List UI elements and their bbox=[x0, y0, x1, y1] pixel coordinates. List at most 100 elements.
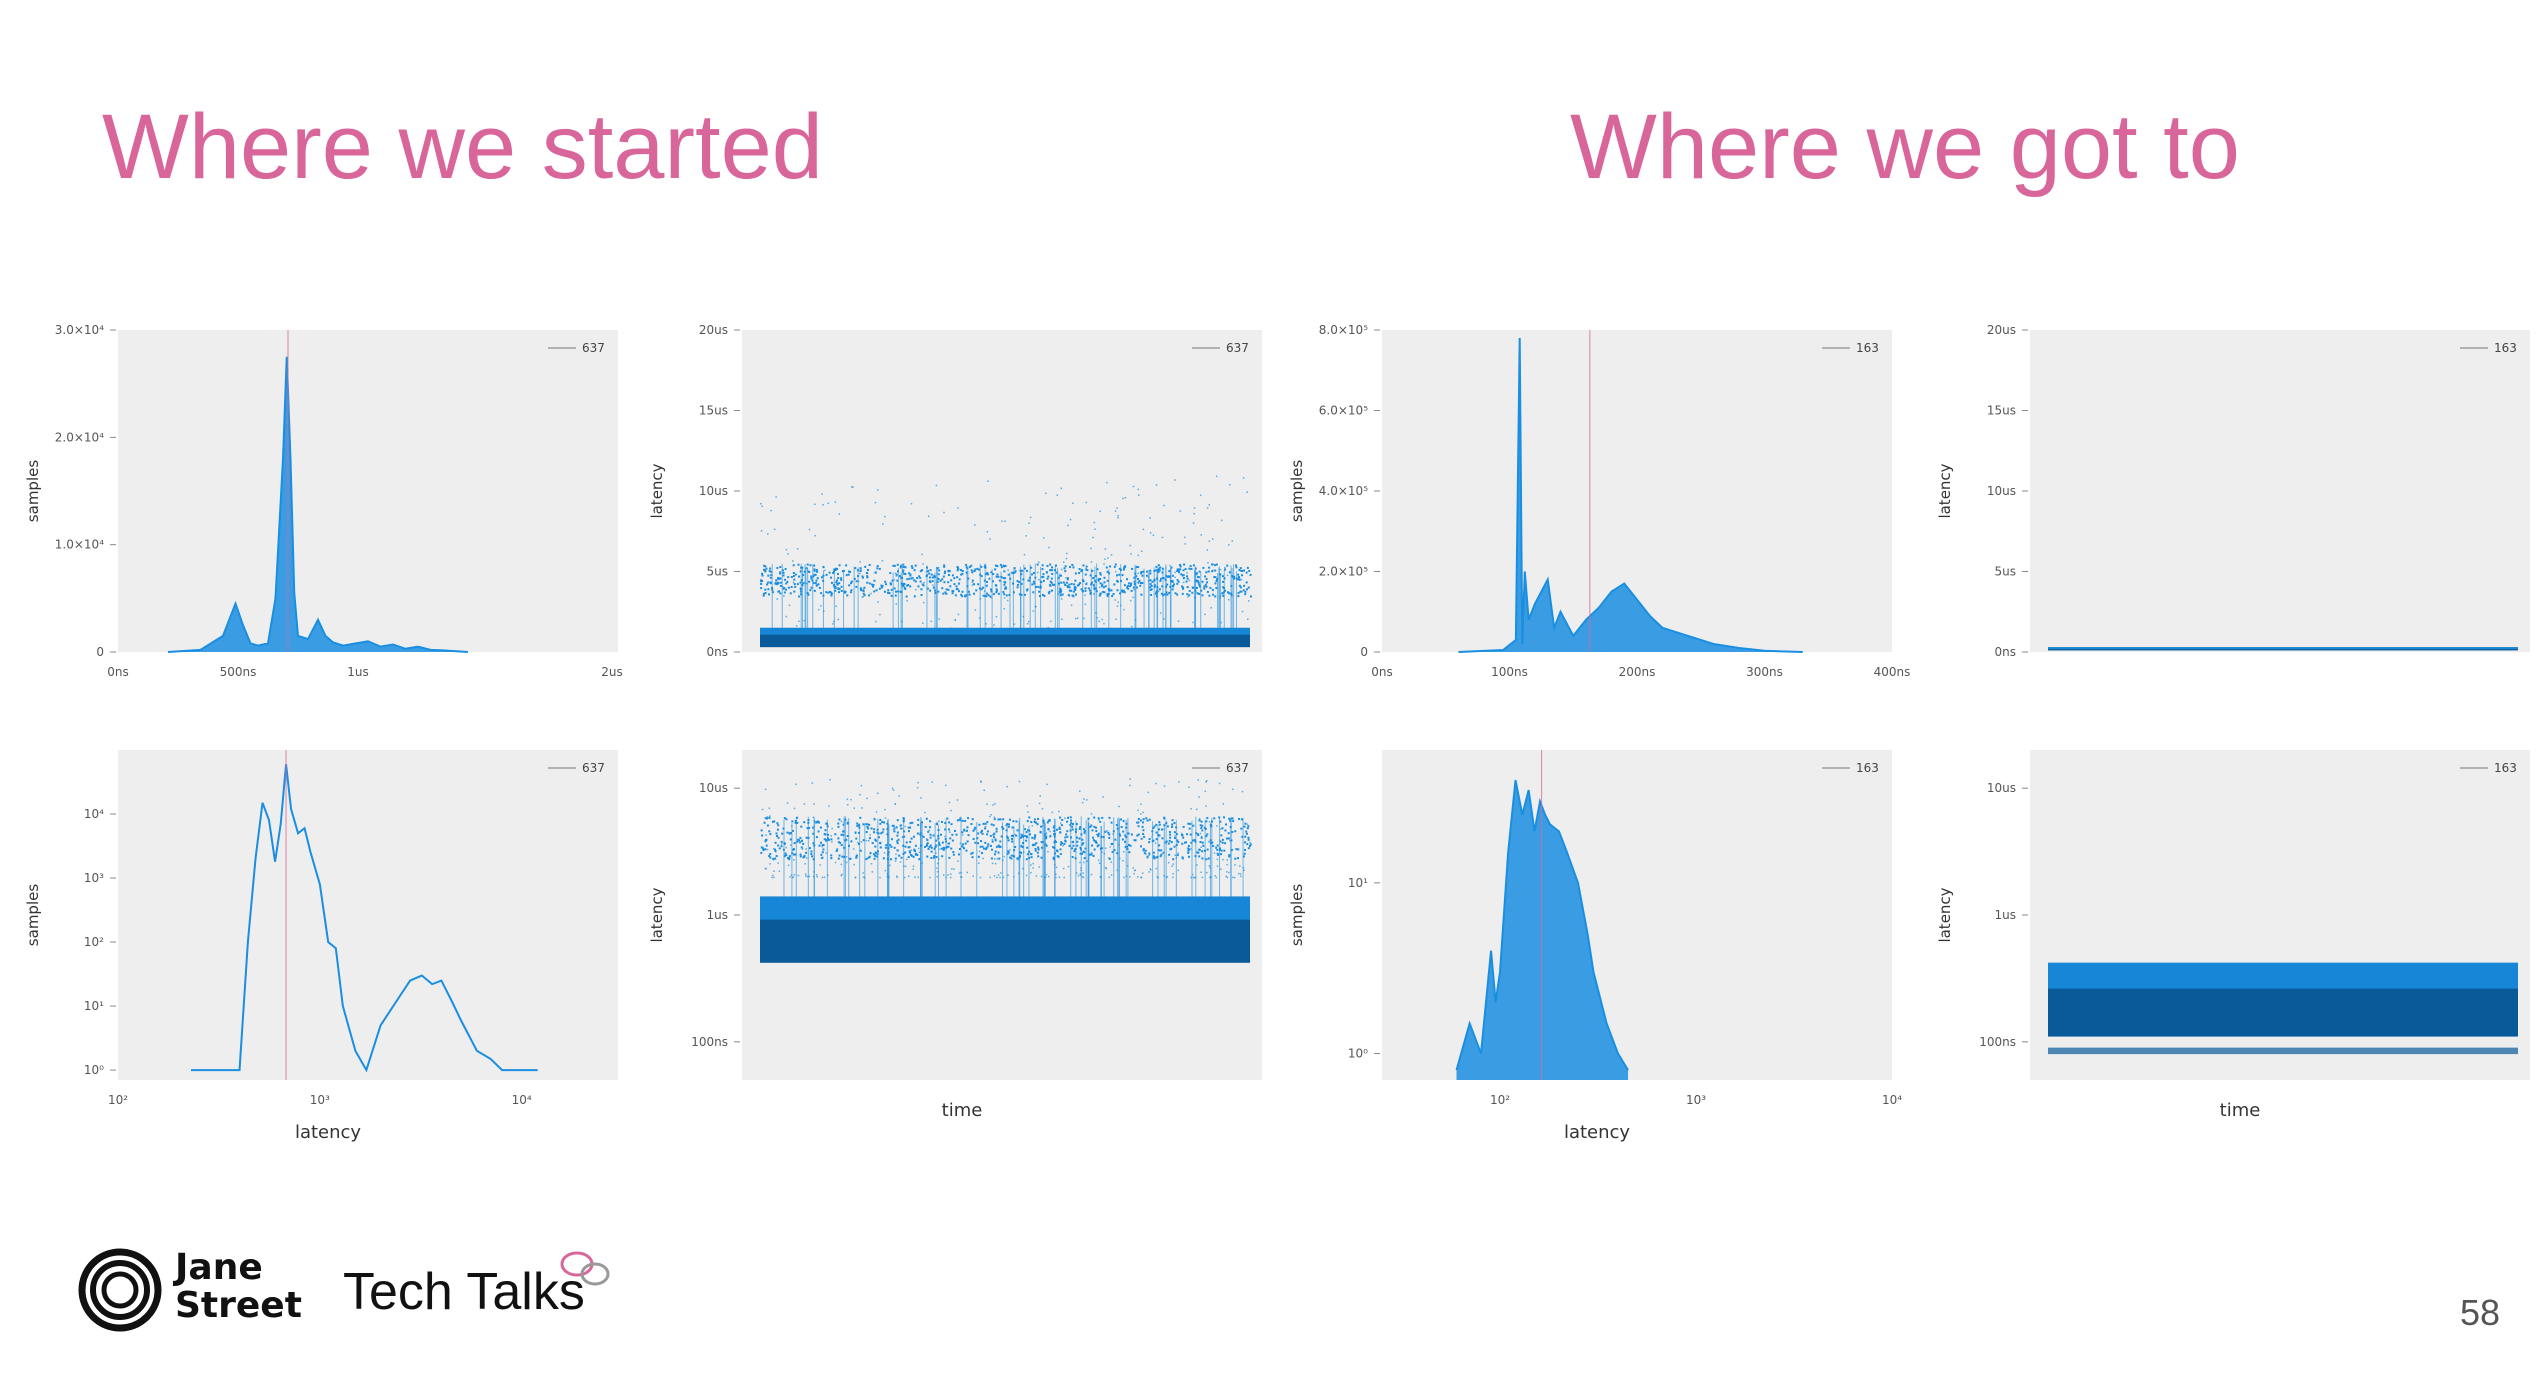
x-axis-title: latency bbox=[295, 1122, 361, 1143]
y-tick-label: 10² bbox=[84, 935, 104, 949]
legend-label: 163 bbox=[2494, 761, 2517, 775]
plot-area bbox=[2030, 330, 2530, 652]
legend-label: 637 bbox=[582, 761, 605, 775]
x-tick-label: 10² bbox=[108, 1093, 128, 1107]
series-line bbox=[1455, 779, 1629, 1071]
x-axis-title: time bbox=[2220, 1100, 2261, 1121]
chart-started-time-linear: 637 0ns 5us 10us 15us 20us latency bbox=[640, 318, 1280, 718]
chart-got-time-log: 163 100ns 1us 10us latency time bbox=[1930, 738, 2540, 1158]
series-line bbox=[1458, 338, 1803, 653]
page-number: 58 bbox=[2460, 1292, 2501, 1333]
y-tick-label: 10¹ bbox=[84, 999, 104, 1013]
band-highlight bbox=[760, 896, 1250, 920]
y-tick-label: 8.0×10⁵ bbox=[1319, 323, 1368, 337]
chart-started-hist-linear: 637 0 1.0×10⁴ 2.0×10⁴ 3.0×10⁴ 0ns 500ns 1us 2us s… bbox=[0, 318, 640, 718]
y-tick-label: 4.0×10⁵ bbox=[1319, 484, 1368, 498]
y-tick-label: 20us bbox=[699, 323, 728, 337]
series-line bbox=[191, 764, 538, 1073]
band-highlight bbox=[2048, 647, 2518, 650]
x-tick-label: 10⁴ bbox=[1882, 1093, 1902, 1107]
chart-got-hist-log: 163 10⁰ 10¹ 10² 10³ 10⁴ samples latency bbox=[1288, 738, 1930, 1158]
legend-label: 163 bbox=[1856, 341, 1879, 355]
legend-label: 637 bbox=[1226, 761, 1249, 775]
y-axis-title: samples bbox=[24, 884, 42, 947]
y-tick-label: 10⁴ bbox=[84, 807, 104, 821]
x-tick-label: 10² bbox=[1490, 1093, 1510, 1107]
x-tick-label: 10⁴ bbox=[512, 1093, 532, 1107]
y-tick-label: 1us bbox=[707, 908, 729, 922]
y-tick-label: 5us bbox=[707, 565, 729, 579]
chart-started-hist-log: 637 10⁰ 10¹ 10² 10³ 10⁴ 10² 10³ 10⁴ samples latenc… bbox=[0, 738, 640, 1158]
y-tick-label: 2.0×10⁴ bbox=[55, 430, 104, 444]
legend-label: 163 bbox=[2494, 341, 2517, 355]
y-tick-label: 1.0×10⁴ bbox=[55, 538, 104, 552]
jane-street-logo: Jane Street bbox=[75, 1245, 302, 1335]
y-tick-label: 100ns bbox=[691, 1035, 728, 1049]
x-tick-label: 10³ bbox=[1686, 1093, 1706, 1107]
x-tick-label: 200ns bbox=[1619, 665, 1656, 679]
title-where-we-got-to: Where we got to bbox=[1570, 96, 2240, 198]
y-axis-title: latency bbox=[648, 463, 666, 518]
y-axis-title: samples bbox=[1288, 884, 1306, 947]
y-tick-label: 10⁰ bbox=[1348, 1047, 1368, 1061]
band-upper-cluster bbox=[760, 563, 1252, 628]
y-axis-title: latency bbox=[1936, 887, 1954, 942]
tech-talks-text: Tech Talks bbox=[343, 1263, 585, 1321]
y-tick-label: 15us bbox=[1987, 404, 2016, 418]
x-axis-title: time bbox=[942, 1100, 983, 1121]
x-tick-label: 400ns bbox=[1874, 665, 1911, 679]
x-tick-label: 0ns bbox=[107, 665, 129, 679]
y-tick-label: 10¹ bbox=[1348, 876, 1368, 890]
logo-word-jane: Jane bbox=[175, 1247, 263, 1288]
chart-got-hist-linear: 163 0 2.0×10⁵ 4.0×10⁵ 6.0×10⁵ 8.0×10⁵ 0ns 100ns… bbox=[1288, 318, 1930, 718]
plot-area bbox=[742, 330, 1262, 652]
y-axis-title: samples bbox=[1288, 460, 1306, 523]
series-line bbox=[167, 356, 469, 653]
y-tick-label: 0 bbox=[96, 645, 104, 659]
speech-bubbles-icon bbox=[560, 1251, 610, 1286]
y-tick-label: 20us bbox=[1987, 323, 2016, 337]
y-tick-label: 100ns bbox=[1979, 1035, 2016, 1049]
legend-label: 637 bbox=[582, 341, 605, 355]
legend-label: 163 bbox=[1856, 761, 1879, 775]
x-axis-title: latency bbox=[1564, 1122, 1630, 1143]
y-tick-label: 10us bbox=[1987, 484, 2016, 498]
band-highlight bbox=[2048, 962, 2518, 989]
y-axis-title: samples bbox=[24, 460, 42, 523]
title-where-we-started: Where we started bbox=[102, 96, 823, 198]
y-tick-label: 10us bbox=[699, 781, 728, 795]
logo-word-street: Street bbox=[175, 1285, 302, 1326]
y-tick-label: 0ns bbox=[1995, 645, 2017, 659]
y-tick-label: 5us bbox=[1995, 565, 2017, 579]
x-tick-label: 2us bbox=[601, 665, 623, 679]
x-tick-label: 0ns bbox=[1371, 665, 1393, 679]
plot-area bbox=[118, 750, 618, 1080]
y-axis-title: latency bbox=[648, 887, 666, 942]
y-tick-label: 1us bbox=[1995, 908, 2017, 922]
band-lower-line bbox=[2048, 1047, 2518, 1055]
band-upper-cluster bbox=[760, 816, 1252, 897]
legend-label: 637 bbox=[1226, 341, 1249, 355]
jane-street-logo-icon bbox=[78, 1248, 162, 1332]
plot-area bbox=[118, 330, 618, 652]
y-tick-label: 0ns bbox=[707, 645, 729, 659]
y-tick-label: 0 bbox=[1360, 645, 1368, 659]
chart-started-time-log: 637 100ns 1us 10us latency time bbox=[640, 738, 1280, 1158]
y-tick-label: 6.0×10⁵ bbox=[1319, 404, 1368, 418]
y-tick-label: 10⁰ bbox=[84, 1063, 104, 1077]
y-tick-label: 10³ bbox=[84, 871, 104, 885]
y-tick-label: 3.0×10⁴ bbox=[55, 323, 104, 337]
y-axis-title: latency bbox=[1936, 463, 1954, 518]
y-tick-label: 15us bbox=[699, 404, 728, 418]
plot-area bbox=[1382, 750, 1892, 1080]
y-tick-label: 2.0×10⁵ bbox=[1319, 565, 1368, 579]
chart-got-time-linear: 163 0ns 5us 10us 15us 20us latency bbox=[1930, 318, 2540, 718]
band-highlight bbox=[760, 627, 1250, 635]
x-tick-label: 10³ bbox=[310, 1093, 330, 1107]
y-tick-label: 10us bbox=[1987, 781, 2016, 795]
tech-talks-label: Tech Talks bbox=[343, 1251, 610, 1322]
x-tick-label: 100ns bbox=[1491, 665, 1528, 679]
x-tick-label: 300ns bbox=[1746, 665, 1783, 679]
x-tick-label: 1us bbox=[347, 665, 369, 679]
x-tick-label: 500ns bbox=[220, 665, 257, 679]
